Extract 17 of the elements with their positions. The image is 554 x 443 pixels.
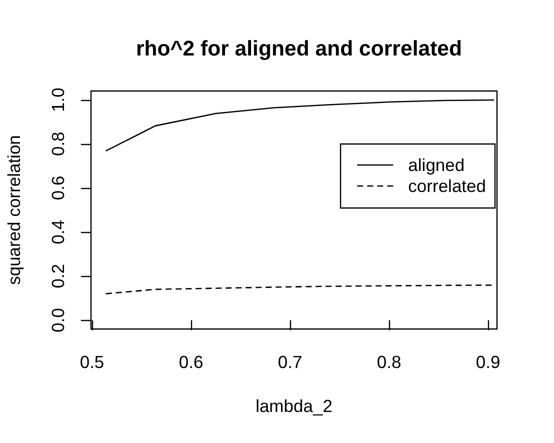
chart-title: rho^2 for aligned and correlated <box>136 36 462 60</box>
legend-label: aligned <box>408 155 465 175</box>
x-tick-label: 0.5 <box>80 352 104 372</box>
legend-label: correlated <box>408 176 486 196</box>
x-tick-label: 0.7 <box>278 352 302 372</box>
x-tick-label: 0.9 <box>476 352 500 372</box>
x-axis-title: lambda_2 <box>256 396 332 416</box>
x-tick-label: 0.8 <box>376 352 402 372</box>
y-tick-label: 0.4 <box>48 220 68 244</box>
y-tick-label: 0.0 <box>48 308 68 332</box>
y-tick-label: 1.0 <box>48 87 68 112</box>
x-tick-label: 0.6 <box>178 352 204 372</box>
y-tick-label: 0.2 <box>48 264 68 288</box>
y-axis-title: squared correlation <box>4 135 24 285</box>
y-tick-label: 0.6 <box>48 176 68 200</box>
y-tick-label: 0.8 <box>48 132 68 156</box>
line-series <box>105 99 495 152</box>
